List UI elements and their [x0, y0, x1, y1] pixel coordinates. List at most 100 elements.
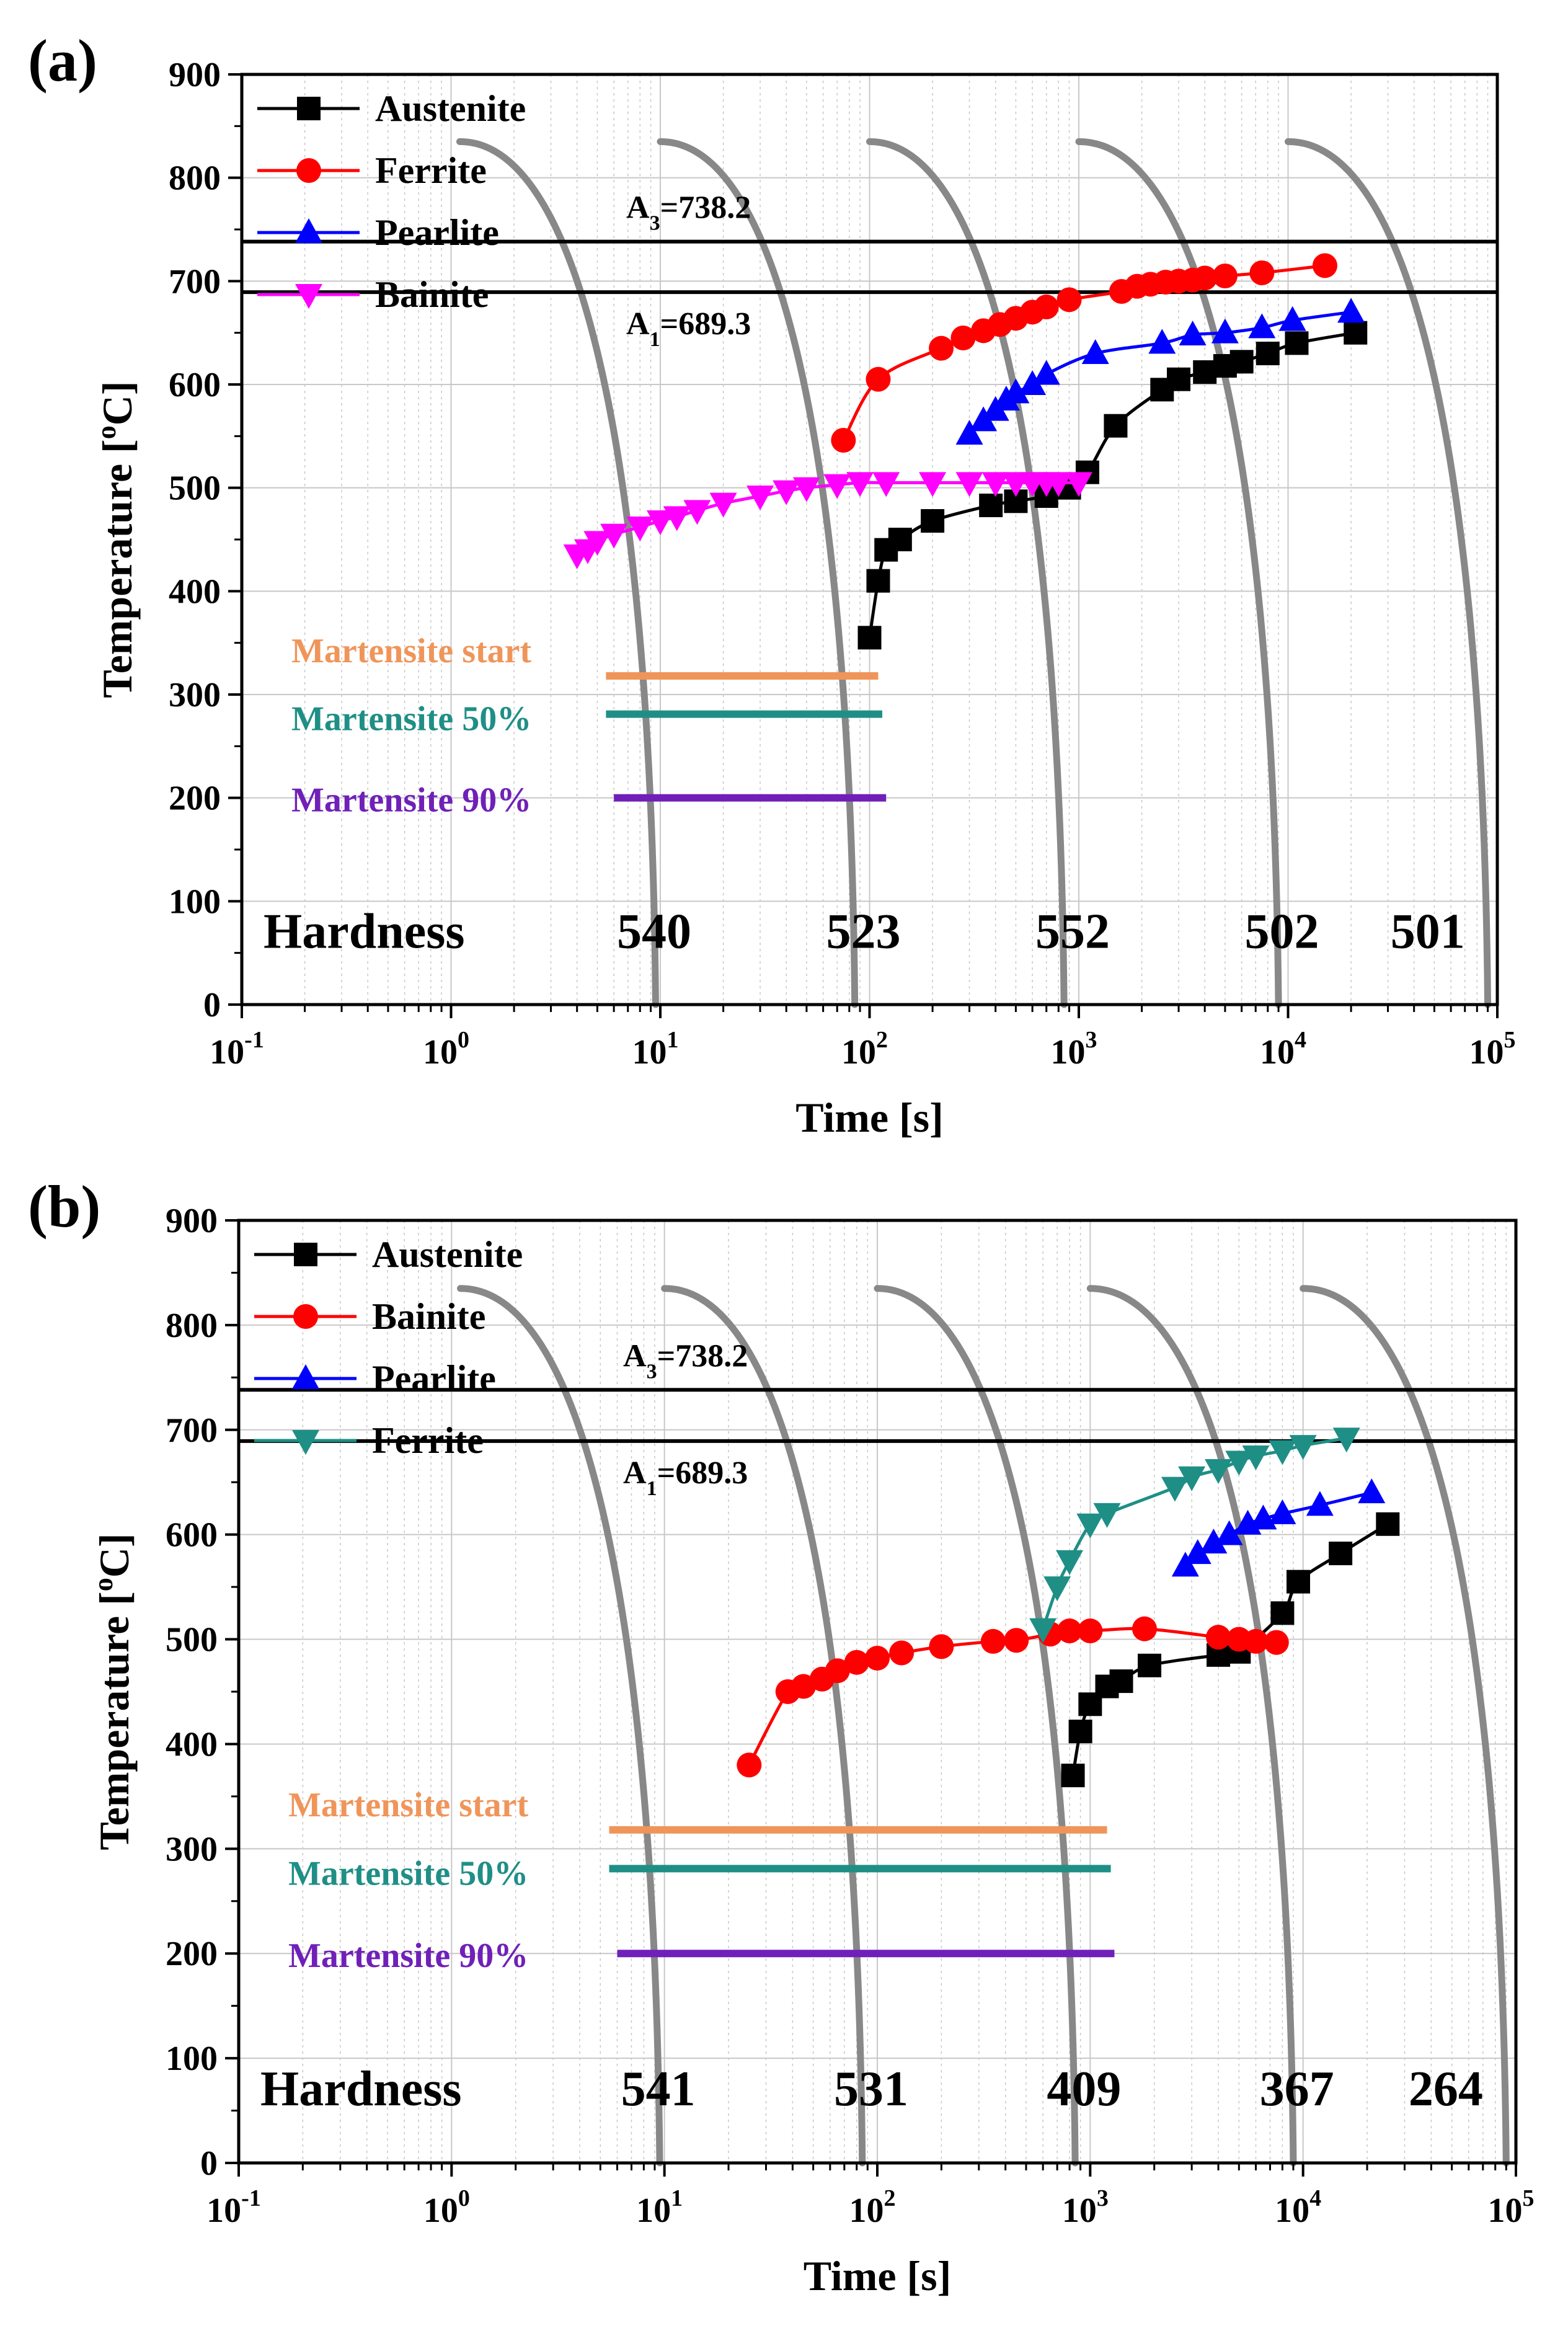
x-tick-label: 105 [1488, 2185, 1535, 2230]
x-tick-label-base: 10 [210, 1033, 244, 1072]
x-axis: 10-1 100 101 102 103 104 105 [206, 2163, 1535, 2230]
martensite-label-3: Martensite 90% [288, 1937, 528, 1975]
data-point-bainite [1264, 1630, 1289, 1655]
hardness-value-4: 367 [1260, 2062, 1334, 2116]
legend-label-bainite: Bainite [375, 274, 489, 315]
panel-letter: (b) [28, 1173, 100, 1240]
x-tick-label: 100 [423, 1027, 469, 1072]
y-axis-title-before: Temperature [ [94, 439, 141, 698]
data-point-ferrite [1076, 1513, 1104, 1538]
data-point-ferrite [950, 326, 976, 350]
hardness-value-3: 409 [1047, 2062, 1121, 2116]
hardness-value-2: 531 [834, 2062, 908, 2116]
data-point-bainite [872, 472, 900, 497]
legend-marker-bainite [293, 1304, 318, 1329]
x-tick-label: 103 [1062, 2185, 1109, 2230]
cooling-curve-1 [456, 138, 659, 1008]
data-point-bainite [844, 1649, 869, 1675]
legend-label-austenite: Austenite [375, 88, 526, 129]
data-point-austenite [1329, 1542, 1353, 1566]
x-axis-title: Time [s] [804, 2252, 952, 2299]
x-tick-label-base: 10 [1275, 2191, 1309, 2230]
legend-label-pearlite: Pearlite [372, 1358, 496, 1399]
data-point-bainite [1132, 1616, 1157, 1641]
data-point-austenite [1285, 331, 1309, 355]
data-point-pearlite [1148, 329, 1176, 354]
cooling-curve-2 [657, 138, 859, 1008]
data-point-austenite [1109, 1669, 1133, 1694]
data-point-bainite [583, 531, 611, 556]
hardness-value-2: 523 [826, 904, 901, 959]
critical-line-label: A1=689.3 [623, 1455, 748, 1500]
y-tick-label: 100 [169, 882, 221, 921]
data-point-pearlite [1200, 1529, 1228, 1554]
legend: Austenite Bainite Pearlite Ferrite [254, 1234, 523, 1461]
hardness-value-3: 552 [1035, 904, 1110, 959]
data-point-bainite [683, 500, 711, 525]
data-series [563, 253, 1368, 650]
legend-marker-austenite [297, 97, 321, 120]
y-axis-title: Temperature [oC] [91, 381, 141, 698]
hardness-value-5: 501 [1391, 904, 1465, 959]
hardness-value-1: 540 [617, 904, 691, 959]
critical-line-label: A3=738.2 [623, 1338, 748, 1383]
data-point-pearlite [1306, 1491, 1334, 1516]
x-tick-label-base: 10 [1062, 2191, 1097, 2230]
x-axis: 10-1 100 101 102 103 104 105 [210, 1005, 1516, 1072]
data-point-austenite [1104, 414, 1128, 438]
x-tick-label: 100 [423, 2185, 470, 2230]
x-tick-label: 104 [1260, 1027, 1306, 1072]
data-point-bainite [1078, 1618, 1103, 1644]
cooling-curve-1 [457, 1285, 663, 2167]
data-point-ferrite [1161, 1476, 1189, 1502]
y-axis: 0 100 200 300 400 500 600 700 800 900 [169, 56, 242, 1024]
hardness-label: Hardness [264, 904, 465, 959]
legend-label-austenite: Austenite [372, 1234, 523, 1275]
martensite-lines: Martensite start Martensite 50% Martensite… [291, 632, 887, 820]
critical-lines: A3=738.2A1=689.3 [242, 190, 1497, 351]
data-point-austenite [866, 569, 890, 593]
data-point-pearlite [1019, 370, 1047, 395]
data-point-bainite [791, 1674, 816, 1699]
cooling-curves [457, 1285, 1510, 2167]
critical-line-label-sub: 1 [650, 328, 660, 351]
hardness-row: Hardness 541 531 409 367 264 [260, 2062, 1483, 2116]
x-tick-label-base: 10 [423, 1033, 458, 1072]
y-tick-label: 100 [166, 2040, 218, 2078]
data-point-bainite [663, 506, 691, 531]
legend-label-ferrite: Ferrite [372, 1420, 484, 1461]
x-tick-label-base: 10 [632, 1033, 667, 1072]
data-point-ferrite [1093, 1503, 1121, 1528]
y-tick-label: 600 [166, 1516, 218, 1555]
critical-line-label-base: A [626, 190, 650, 226]
data-point-austenite [888, 528, 912, 551]
data-point-pearlite [1269, 1499, 1296, 1524]
critical-line-label-base: A [623, 1338, 647, 1374]
data-point-bainite [746, 486, 774, 510]
data-point-austenite [1256, 342, 1280, 365]
data-point-bainite [825, 1658, 850, 1684]
legend-marker-pearlite [292, 1364, 319, 1389]
data-point-austenite [1344, 321, 1368, 345]
data-point-bainite [1057, 1618, 1083, 1644]
data-point-ferrite [1205, 1459, 1233, 1484]
x-tick-label: 105 [1469, 1027, 1516, 1072]
data-point-ferrite [1029, 1618, 1057, 1643]
x-tick-label: 10-1 [210, 1027, 264, 1072]
data-point-pearlite [1032, 360, 1060, 385]
data-point-pearlite [1002, 378, 1030, 404]
x-tick-label-exp: 4 [1295, 1027, 1306, 1053]
y-tick-label: 200 [166, 1935, 218, 1973]
data-point-austenite [1061, 1764, 1085, 1788]
y-axis: 0 100 200 300 400 500 600 700 800 900 [166, 1202, 239, 2183]
x-tick-label: 10-1 [206, 2185, 261, 2230]
y-axis-title-after: C] [91, 1533, 138, 1578]
data-point-bainite [929, 1634, 954, 1659]
x-tick-label-base: 10 [849, 2191, 884, 2230]
y-tick-label: 800 [166, 1307, 218, 1345]
hardness-value-1: 541 [621, 2062, 696, 2116]
y-tick-label: 0 [203, 986, 221, 1024]
critical-line-label-sub: 1 [647, 1476, 657, 1499]
